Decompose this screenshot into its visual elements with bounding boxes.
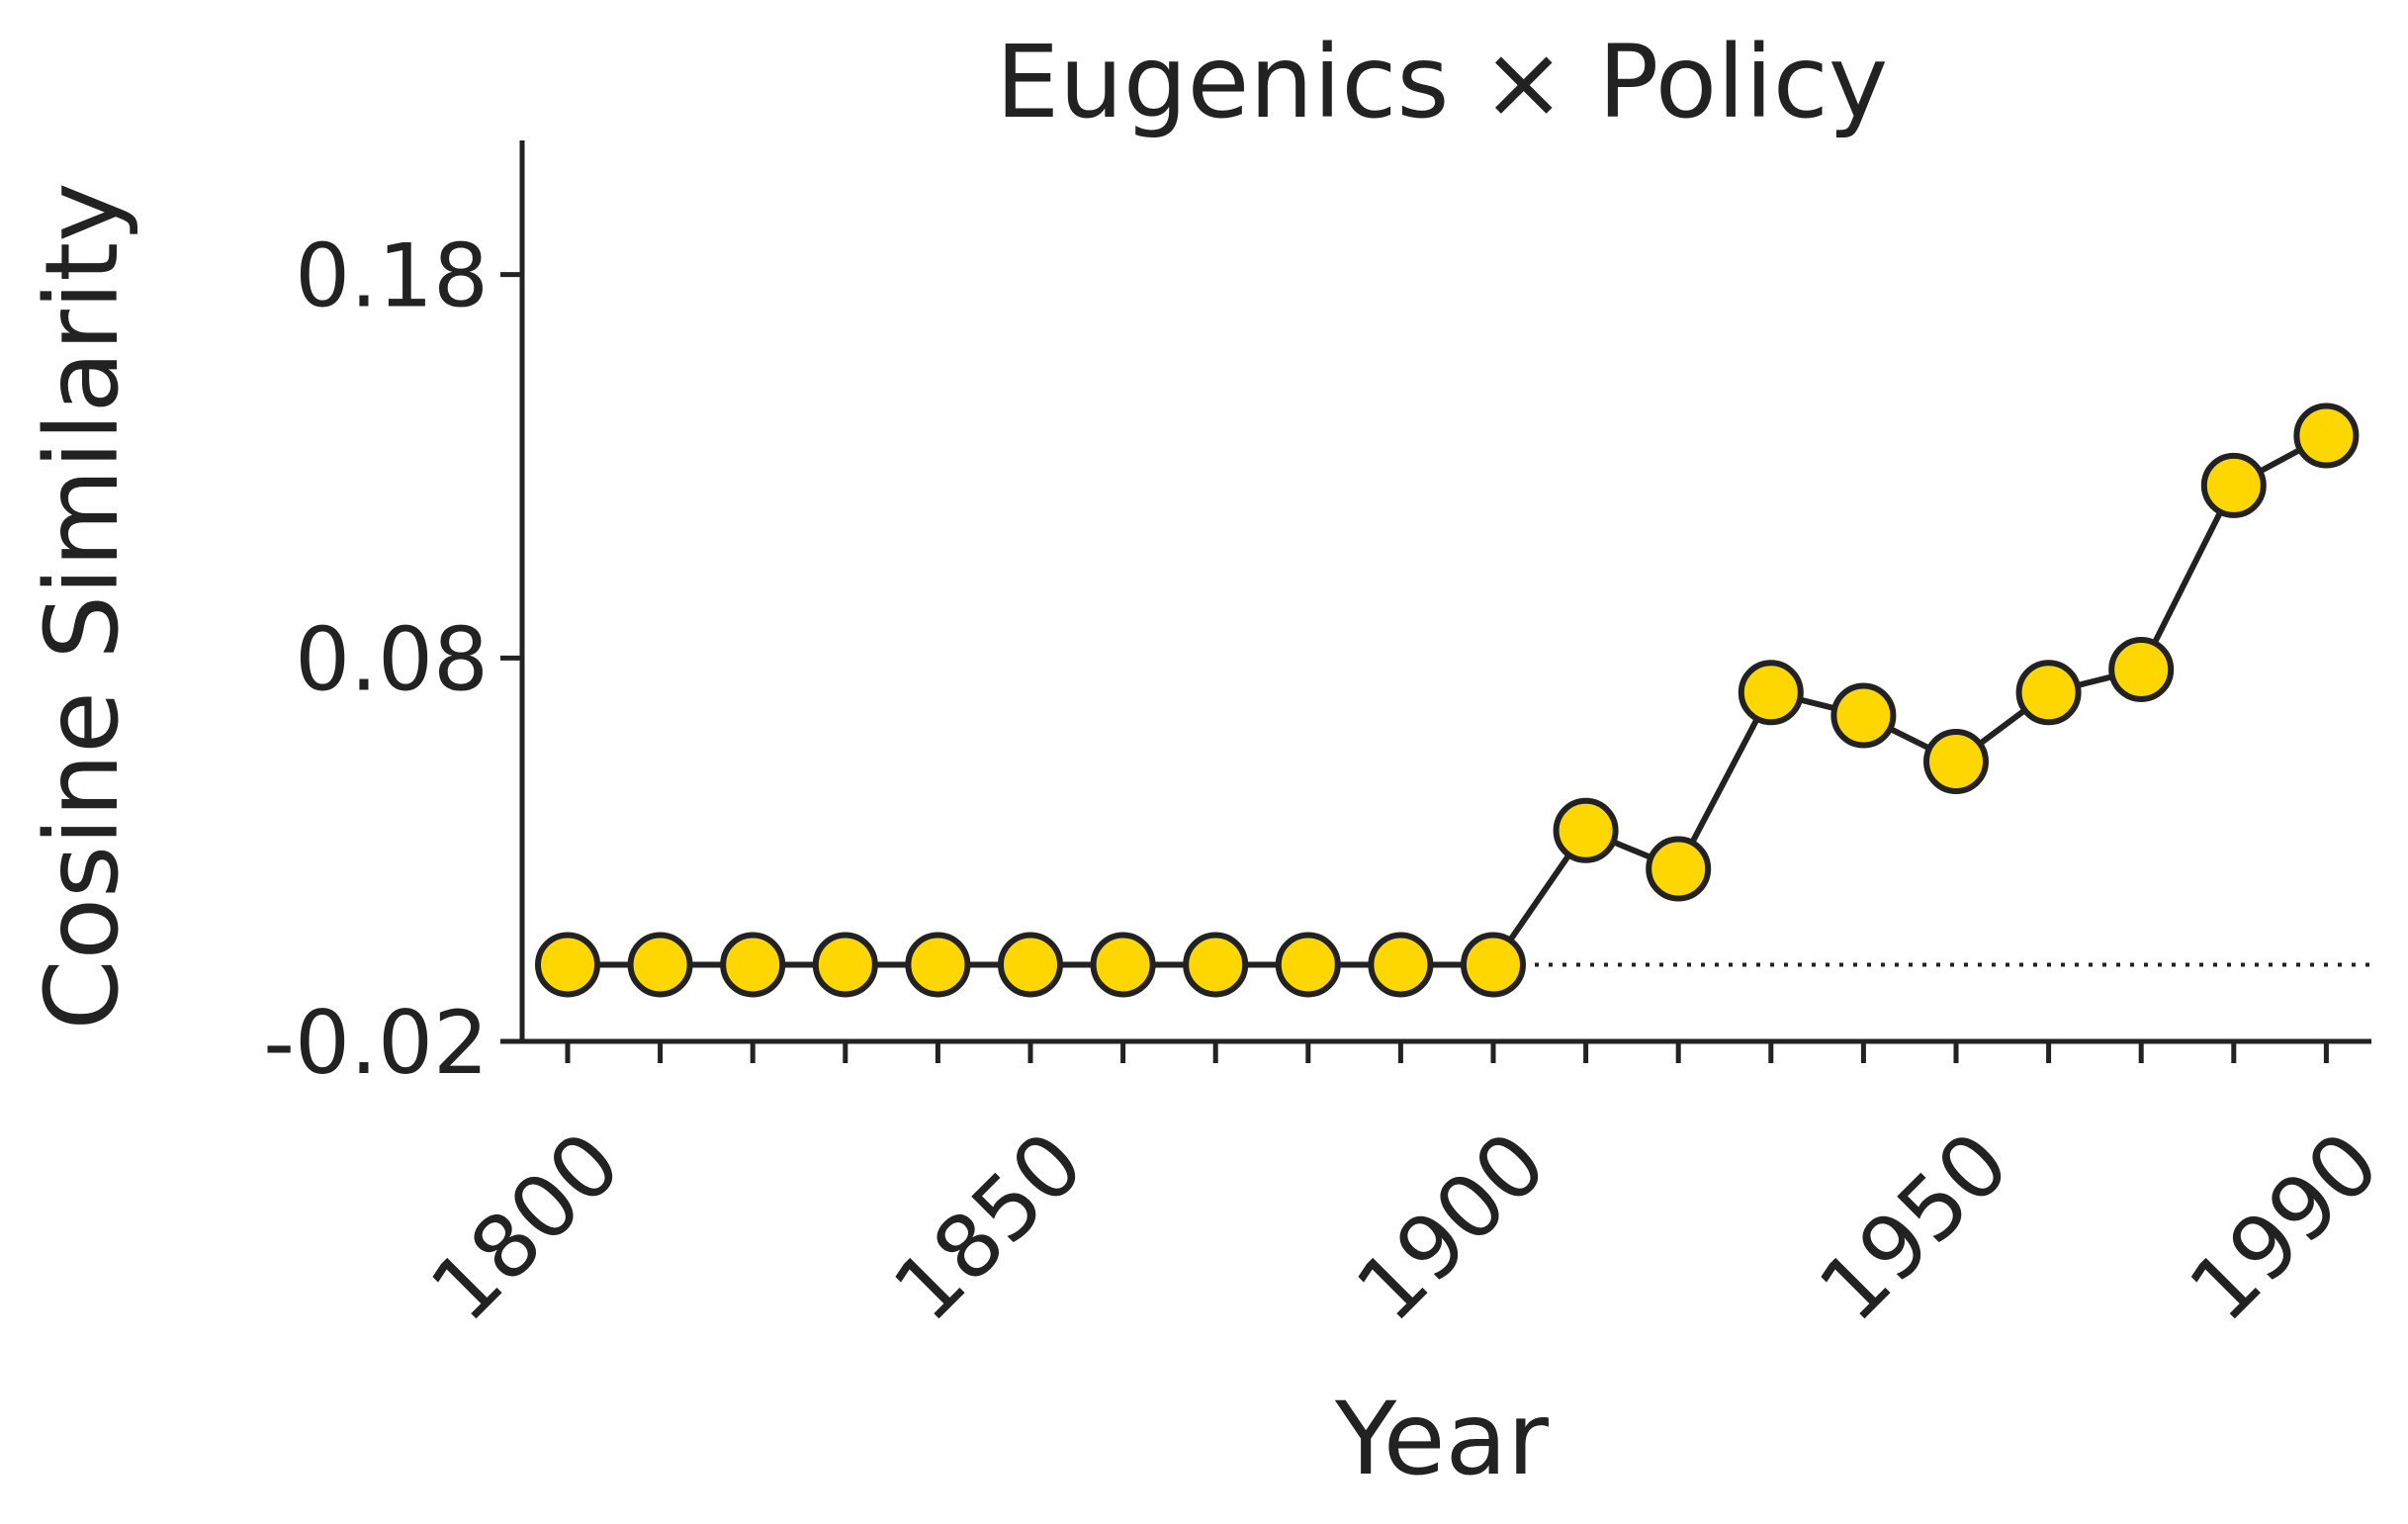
data-point <box>535 932 600 998</box>
x-axis-title: Year <box>1334 1381 1549 1498</box>
y-tick-label: -0.02 <box>263 992 489 1094</box>
data-point <box>1830 682 1897 749</box>
y-tick-label: 0.08 <box>295 608 489 710</box>
data-point <box>1923 729 1989 795</box>
x-tick-label: 1950 <box>1800 1113 2028 1341</box>
x-tick-label: 1800 <box>411 1113 640 1341</box>
data-point <box>1738 660 1804 726</box>
data-point <box>1183 932 1249 998</box>
data-point-layer <box>535 403 2360 998</box>
x-tick-label: 1900 <box>1337 1113 1565 1341</box>
data-point <box>720 932 786 998</box>
data-point <box>1090 932 1156 998</box>
x-tick-label: 1850 <box>874 1113 1103 1341</box>
data-point <box>1646 836 1712 902</box>
data-point <box>2015 660 2082 726</box>
x-tick-layer: 1800 1850 1900 1950 1990 <box>411 1041 2398 1341</box>
data-point <box>998 932 1063 998</box>
y-tick-label: 0.18 <box>295 225 489 327</box>
data-point <box>627 932 693 998</box>
data-point <box>1553 797 1619 863</box>
x-tick-label: 1990 <box>2170 1113 2398 1341</box>
data-point <box>2200 452 2267 518</box>
data-point <box>1368 932 1434 998</box>
data-point <box>905 932 971 998</box>
chart-title: Eugenics × Policy <box>996 24 1889 141</box>
data-point <box>812 932 878 998</box>
data-point <box>1275 932 1341 998</box>
data-point <box>2293 403 2360 469</box>
y-axis-title: Cosine Similarity <box>24 182 141 1030</box>
y-tick-layer: -0.02 0.08 0.18 <box>263 225 522 1094</box>
data-point <box>2108 636 2175 702</box>
data-point <box>1461 932 1526 998</box>
